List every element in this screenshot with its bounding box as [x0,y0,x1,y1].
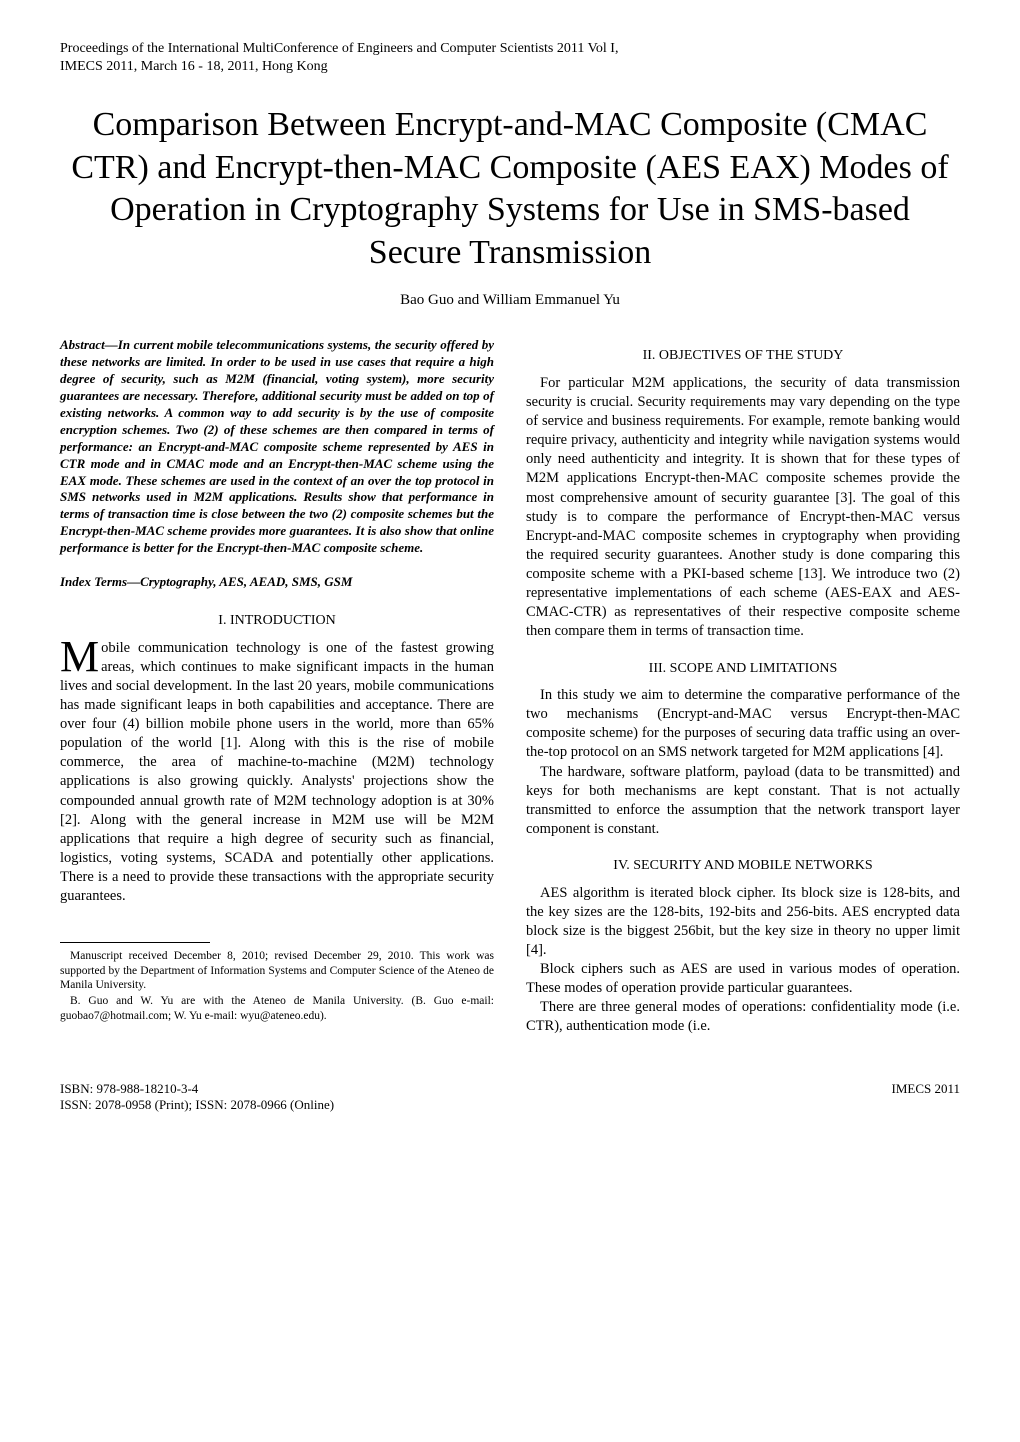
footer-issn: ISSN: 2078-0958 (Print); ISSN: 2078-0966… [60,1097,334,1114]
section-2-heading: II. OBJECTIVES OF THE STUDY [526,347,960,365]
footer-conference: IMECS 2011 [892,1081,961,1115]
section-4-paragraph-1: AES algorithm is iterated block cipher. … [526,884,960,961]
section-1-number: I. [218,613,226,628]
section-4-paragraph-3: There are three general modes of operati… [526,998,960,1036]
section-3-paragraph-1: In this study we aim to determine the co… [526,686,960,763]
section-1-body: Mobile communication technology is one o… [60,639,494,907]
section-2-paragraph: For particular M2M applications, the sec… [526,374,960,642]
index-terms-body: —Cryptography, AES, AEAD, SMS, GSM [127,574,352,589]
footer-left: ISBN: 978-988-18210-3-4 ISSN: 2078-0958 … [60,1081,334,1115]
footnote-1: Manuscript received December 8, 2010; re… [60,949,494,992]
page-footer: ISBN: 978-988-18210-3-4 ISSN: 2078-0958 … [60,1081,960,1115]
section-4-title: SECURITY AND MOBILE NETWORKS [633,858,872,873]
proceedings-line-2: IMECS 2011, March 16 - 18, 2011, Hong Ko… [60,58,960,76]
author-line: Bao Guo and William Emmanuel Yu [60,292,960,309]
proceedings-line-1: Proceedings of the International MultiCo… [60,40,960,58]
section-3-paragraph-2: The hardware, software platform, payload… [526,763,960,840]
section-1-heading: I. INTRODUCTION [60,612,494,630]
index-terms-block: Index Terms—Cryptography, AES, AEAD, SMS… [60,573,494,590]
proceedings-header: Proceedings of the International MultiCo… [60,40,960,76]
section-4-number: IV. [613,858,629,873]
footer-isbn: ISBN: 978-988-18210-3-4 [60,1081,334,1098]
section-3-heading: III. SCOPE AND LIMITATIONS [526,660,960,678]
dropcap-letter: M [60,639,101,675]
section-1-paragraph: Mobile communication technology is one o… [60,639,494,907]
left-column: Abstract—In current mobile telecommunica… [60,337,494,1036]
footnote-block: Manuscript received December 8, 2010; re… [60,949,494,1023]
section-3-number: III. [649,661,667,676]
section-2-number: II. [643,348,656,363]
section-3-title: SCOPE AND LIMITATIONS [670,661,838,676]
right-column: II. OBJECTIVES OF THE STUDY For particul… [526,337,960,1036]
two-column-body: Abstract—In current mobile telecommunica… [60,337,960,1036]
abstract-block: Abstract—In current mobile telecommunica… [60,337,494,557]
footnote-2: B. Guo and W. Yu are with the Ateneo de … [60,994,494,1023]
footnote-separator [60,942,210,943]
abstract-body: —In current mobile telecommunications sy… [60,337,494,555]
section-1-title: INTRODUCTION [230,613,336,628]
section-2-title: OBJECTIVES OF THE STUDY [659,348,843,363]
section-1-text: obile communication technology is one of… [60,640,494,905]
index-terms-label: Index Terms [60,574,127,589]
section-4-paragraph-2: Block ciphers such as AES are used in va… [526,960,960,998]
paper-title: Comparison Between Encrypt-and-MAC Compo… [70,104,950,274]
section-4-heading: IV. SECURITY AND MOBILE NETWORKS [526,857,960,875]
abstract-label: Abstract [60,337,105,352]
